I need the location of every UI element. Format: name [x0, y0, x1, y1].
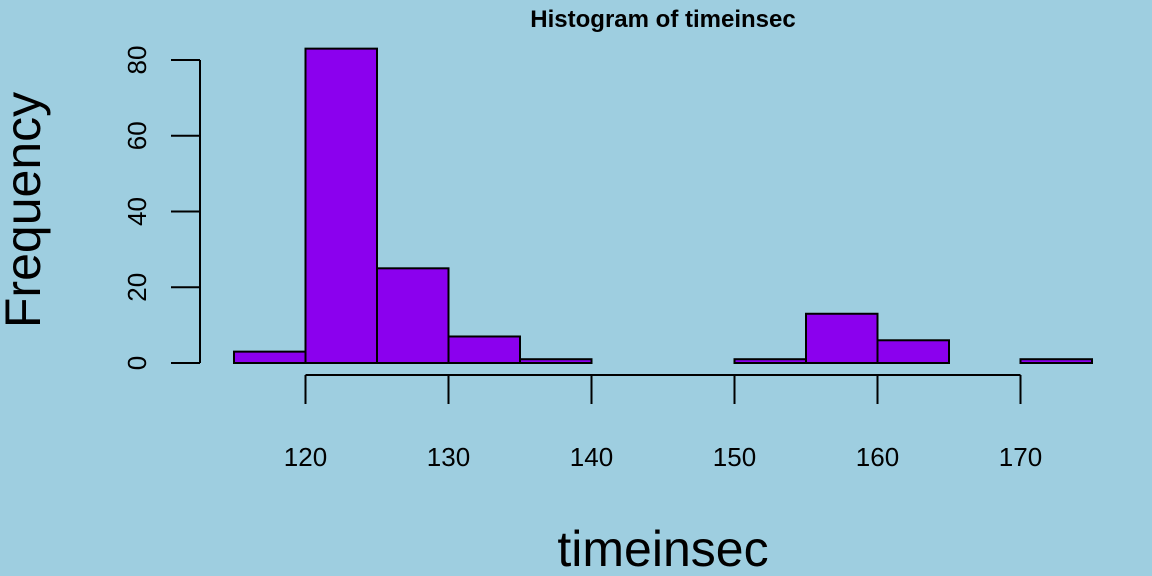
histogram-bar-135-140: [519, 358, 593, 364]
histogram-bar-150-155: [733, 358, 807, 364]
y-tick-label-60: 60: [122, 121, 152, 150]
x-tick-label-150: 150: [713, 442, 756, 472]
x-tick-label-140: 140: [570, 442, 613, 472]
x-tick-label-170: 170: [999, 442, 1042, 472]
y-tick-label-80: 80: [122, 46, 152, 75]
histogram-bar-155-160: [805, 312, 879, 365]
bars-group: [233, 47, 1093, 365]
chart-title: Histogram of timeinsec: [530, 6, 795, 33]
y-tick-label-0: 0: [122, 356, 152, 370]
y-axis: 0 20 40 60 80: [122, 46, 201, 370]
histogram-bar-130-135: [447, 335, 521, 364]
histogram-bar-120-125: [304, 47, 378, 364]
x-axis: 120 130 140 150 160 170: [284, 374, 1042, 472]
x-axis-label: timeinsec: [557, 521, 768, 576]
y-tick-label-20: 20: [122, 273, 152, 302]
y-tick-label-40: 40: [122, 197, 152, 226]
x-tick-label-130: 130: [427, 442, 470, 472]
x-tick-label-120: 120: [284, 442, 327, 472]
histogram-bar-170-175: [1019, 358, 1093, 364]
x-tick-label-160: 160: [856, 442, 899, 472]
histogram-bar-125-130: [376, 267, 450, 364]
histogram-bar-115-120: [233, 350, 307, 365]
histogram-bar-160-165: [876, 339, 950, 364]
y-axis-label: Frequency: [0, 92, 51, 328]
